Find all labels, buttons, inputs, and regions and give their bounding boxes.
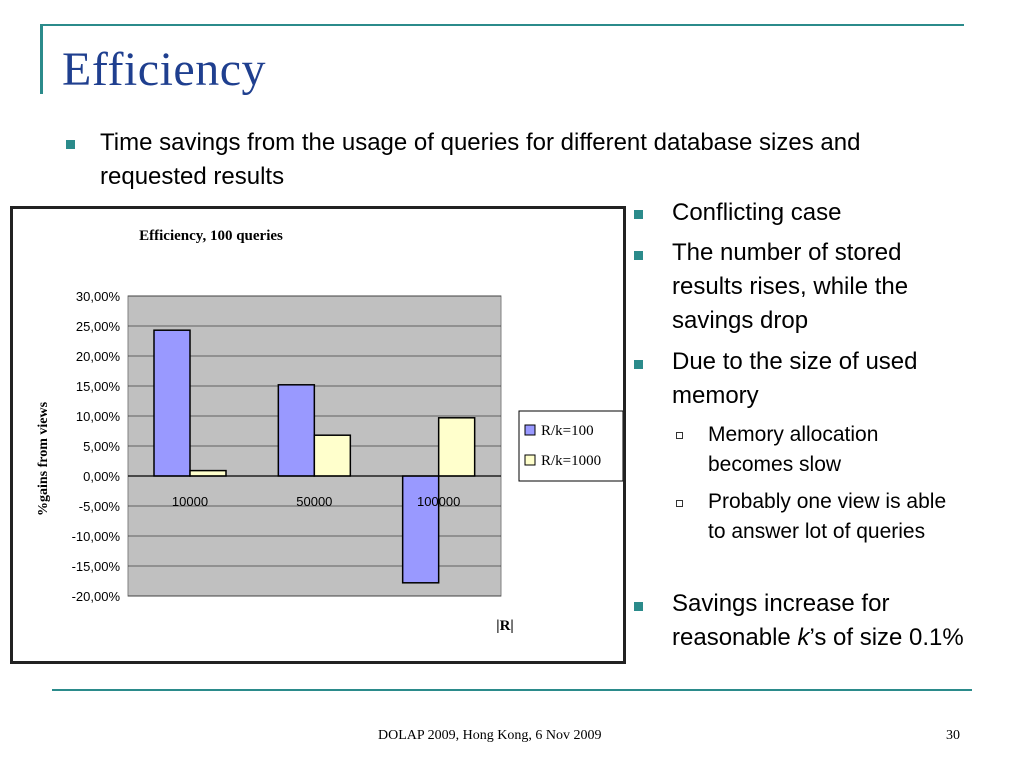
right-bullet-3: Due to the size of used memory (672, 348, 918, 409)
bar-rk1000-50000 (313, 434, 352, 477)
y-tick-label: -15,00% (72, 559, 121, 574)
y-tick-label: -5,00% (79, 499, 121, 514)
last-bullet-italic: k (797, 624, 810, 651)
y-tick-label: 15,00% (76, 379, 121, 394)
sub-bullet-2: Probably one view is able to answer lot … (708, 490, 947, 543)
sub-bullet-1: Memory allocation becomes slow (708, 423, 879, 476)
bar-rk1000-100000 (437, 417, 476, 477)
bullet-marker (634, 360, 643, 369)
y-tick-label: 25,00% (76, 319, 121, 334)
bar-rk1000-10000 (189, 469, 227, 477)
bottom-rule (52, 689, 972, 691)
bullet-marker (66, 140, 75, 149)
bullet-marker (634, 251, 643, 260)
main-bullet-text: Time savings from the usage of queries f… (100, 129, 861, 190)
bar-rk100-100000 (401, 475, 440, 584)
left-rule (40, 24, 43, 94)
slide-title: Efficiency (62, 43, 267, 96)
y-tick-label: 0,00% (83, 469, 120, 484)
sub-bullet-marker (676, 432, 683, 439)
footer-text: DOLAP 2009, Hong Kong, 6 Nov 2009 (378, 728, 602, 743)
y-axis-label: %gains from views (36, 401, 51, 516)
right-bullet-2: The number of stored results rises, whil… (672, 239, 909, 334)
x-tick-label: 10000 (172, 494, 208, 509)
legend-label: R/k=1000 (541, 453, 601, 469)
bar-rk100-50000 (277, 384, 316, 477)
bullet-marker (634, 602, 643, 611)
y-tick-label: 5,00% (83, 439, 120, 454)
right-bullet-4: Savings increase for reasonable k’s of s… (672, 587, 972, 655)
last-bullet-post: ’s of size 0.1% (809, 624, 964, 651)
sub-bullet-marker (676, 500, 683, 507)
bullet-marker (634, 210, 643, 219)
bar-chart: 30,00% 25,00% 20,00% 15,00% 10,00% 5,00% 0,00%… (36, 228, 624, 634)
legend-box (518, 410, 624, 482)
last-bullet-pre: Savings increase for reasonable (672, 590, 890, 651)
legend-label: R/k=100 (541, 423, 594, 439)
y-tick-label: -20,00% (72, 589, 121, 604)
page-number: 30 (946, 728, 960, 743)
y-tick-label: 20,00% (76, 349, 121, 364)
bar-rk100-10000 (153, 329, 191, 477)
top-rule (40, 24, 964, 26)
y-tick-label: 10,00% (76, 409, 121, 424)
y-tick-label: 30,00% (76, 289, 121, 304)
legend-swatch (524, 454, 536, 466)
chart-frame: 30,00% 25,00% 20,00% 15,00% 10,00% 5,00% 0,00%… (10, 206, 626, 664)
right-bullet-1: Conflicting case (672, 199, 842, 226)
x-tick-label: 50000 (296, 494, 332, 509)
legend-swatch (524, 424, 536, 436)
y-tick-label: -10,00% (72, 529, 121, 544)
x-axis-label: |R| (496, 618, 513, 634)
x-tick-label: 100000 (417, 494, 460, 509)
chart-title: Efficiency, 100 queries (139, 228, 283, 244)
